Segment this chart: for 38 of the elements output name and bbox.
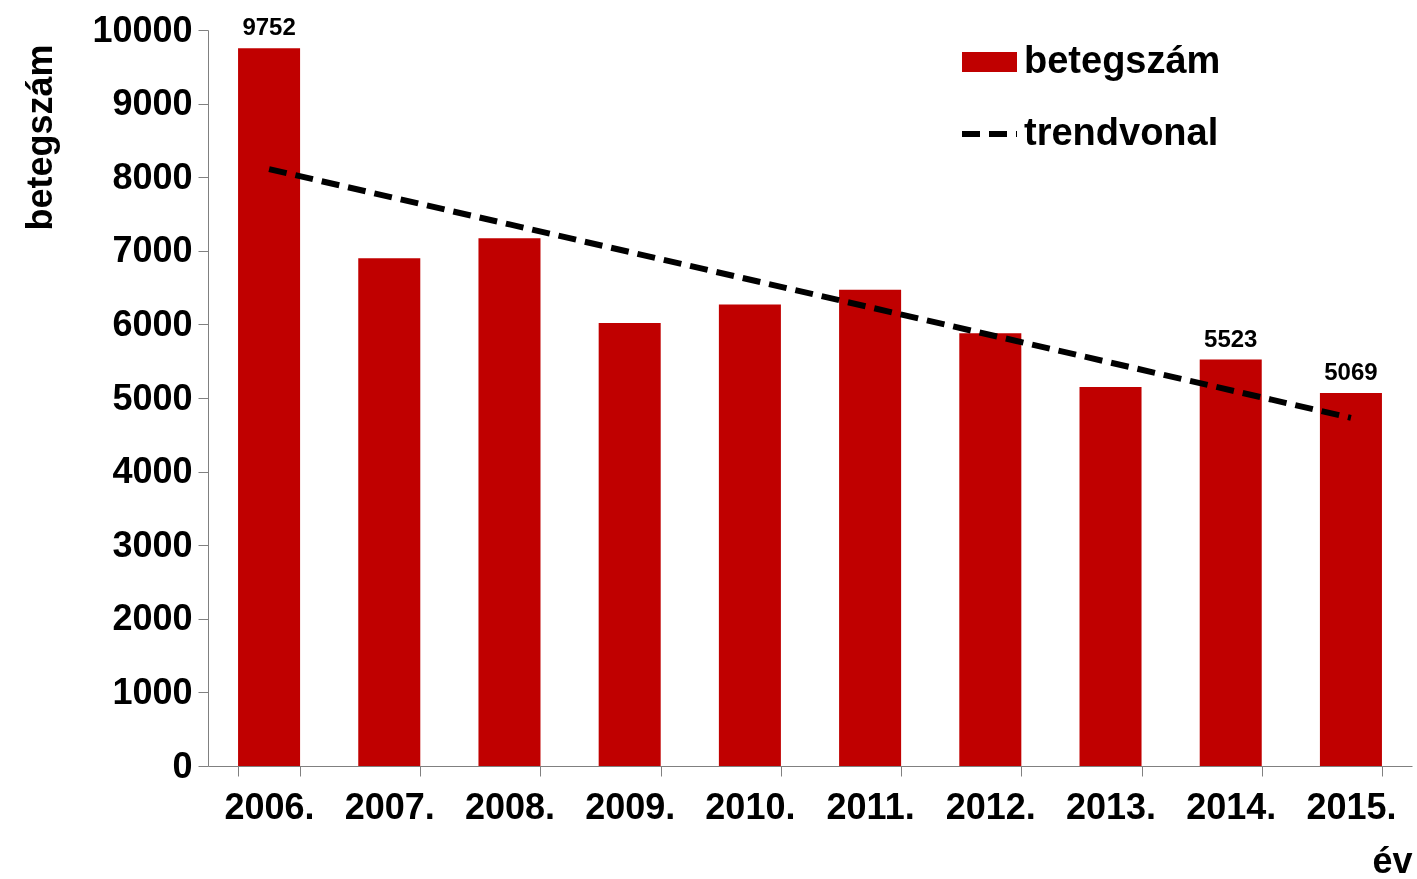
x-tick-label: 2009. <box>585 785 676 827</box>
data-label: 9752 <box>242 13 296 41</box>
x-tick-label: 2014. <box>1186 785 1277 827</box>
x-tick-label: 2006. <box>224 785 315 827</box>
bar <box>1319 392 1382 766</box>
x-tick-label: 2015. <box>1306 785 1397 827</box>
y-tick-label: 4000 <box>112 450 193 492</box>
x-tick-label: 2007. <box>344 785 435 827</box>
data-label: 5523 <box>1204 324 1258 352</box>
y-tick-label: 8000 <box>112 155 193 197</box>
bar <box>1199 359 1262 766</box>
y-tick-label: 5000 <box>112 376 193 418</box>
bar <box>718 304 781 766</box>
y-tick-label: 2000 <box>112 597 193 639</box>
data-label: 5069 <box>1324 357 1378 385</box>
y-tick-label: 7000 <box>112 229 193 271</box>
x-tick-label: 2008. <box>464 785 556 827</box>
bar <box>478 238 541 766</box>
y-tick-label: 10000 <box>92 8 193 50</box>
x-axis-title: év <box>1372 839 1413 879</box>
bar <box>238 48 301 766</box>
bar <box>959 333 1022 766</box>
y-tick-label: 6000 <box>112 302 193 344</box>
bar <box>1079 386 1142 766</box>
x-tick-label: 2011. <box>826 785 915 827</box>
y-tick-label: 9000 <box>112 82 193 124</box>
x-tick-label: 2013. <box>1065 785 1157 827</box>
y-tick-label: 0 <box>172 744 193 786</box>
x-tick-label: 2012. <box>945 785 1036 827</box>
y-tick-label: 3000 <box>112 523 193 565</box>
y-axis-title: betegszám <box>18 44 60 231</box>
y-tick-label: 1000 <box>112 670 193 712</box>
x-tick-label: 2010. <box>705 785 796 827</box>
bar <box>358 258 421 766</box>
bar <box>839 289 902 766</box>
legend-label: betegszám <box>1024 39 1221 81</box>
legend-label: trendvonal <box>1024 111 1219 153</box>
bar <box>598 322 661 766</box>
